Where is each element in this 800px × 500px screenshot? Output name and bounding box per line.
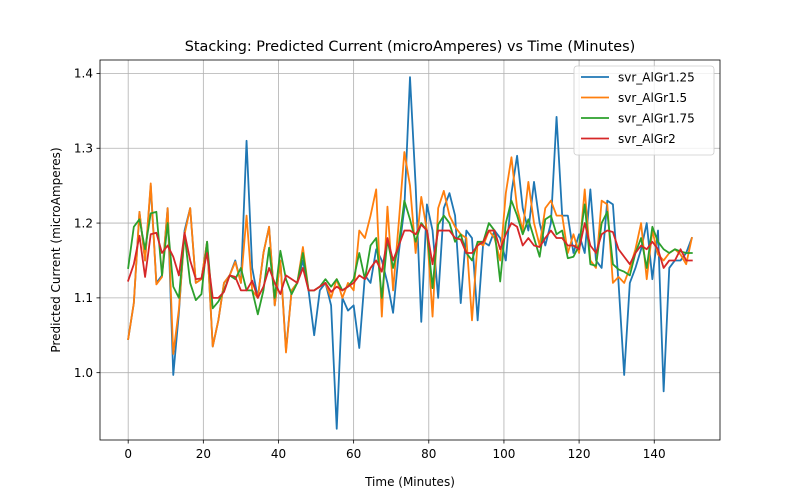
x-tick-label: 100: [492, 447, 515, 461]
x-tick-label: 40: [271, 447, 286, 461]
legend-label: svr_AlGr1.25: [618, 70, 695, 84]
legend-label: svr_AlGr1.5: [618, 91, 687, 105]
x-tick-label: 140: [643, 447, 666, 461]
x-tick-label: 20: [196, 447, 211, 461]
plot-frame: [99, 59, 721, 441]
chart-title: Stacking: Predicted Current (microAmpere…: [185, 39, 635, 55]
y-axis-label: Predicted Current (microAmperes): [49, 147, 63, 352]
legend: svr_AlGr1.25 svr_AlGr1.5 svr_AlGr1.75 svr_A…: [573, 65, 715, 156]
x-tick-label: 120: [568, 447, 591, 461]
series-line-3: [127, 222, 693, 299]
y-tick-label: 1.2: [74, 216, 93, 230]
y-tick-label: 1.4: [74, 67, 93, 81]
y-tick-label: 1.1: [74, 291, 93, 305]
y-tick-label: 1.3: [74, 141, 93, 155]
legend-label: svr_AlGr2: [618, 132, 676, 146]
x-tick-label: 80: [421, 447, 436, 461]
series-lines: [127, 76, 693, 430]
x-axis-label: Time (Minutes): [364, 475, 455, 489]
legend-box: [573, 65, 715, 156]
y-tick-label: 1.0: [74, 366, 93, 380]
axis-ticks: 0 20 40 60 80 100 120 140 1.0 1.1 1.2 1.3 1.4: [74, 67, 666, 461]
legend-label: svr_AlGr1.75: [618, 111, 695, 125]
x-tick-label: 0: [124, 447, 132, 461]
x-tick-label: 60: [346, 447, 361, 461]
